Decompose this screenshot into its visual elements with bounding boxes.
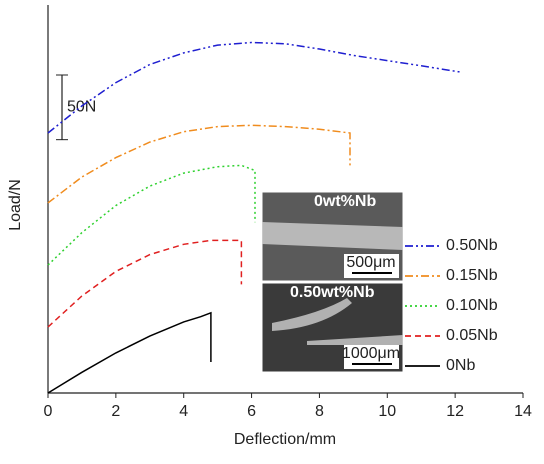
series-line	[47, 41, 463, 134]
series-line	[47, 311, 212, 394]
x-axis-label: Deflection/mm	[234, 431, 336, 448]
x-tick-label: 0	[44, 403, 53, 420]
y-axis-label: Load/N	[7, 179, 24, 231]
legend-label: 0.10Nb	[446, 297, 498, 314]
legend-label: 0.50Nb	[446, 237, 498, 254]
x-tick-label: 2	[111, 403, 120, 420]
series-line	[47, 124, 351, 204]
inset-scale: 1000μm	[342, 345, 400, 362]
x-tick-label: 10	[378, 403, 396, 420]
legend-label: 0Nb	[446, 357, 475, 374]
legend-label: 0.05Nb	[446, 327, 498, 344]
inset-label: 0.50wt%Nb	[290, 284, 375, 301]
legend-label: 0.15Nb	[446, 267, 498, 284]
x-tick-label: 8	[315, 403, 324, 420]
series-line	[47, 164, 256, 266]
scale-label: 50N	[67, 99, 96, 116]
specimen	[272, 298, 403, 345]
inset-scale: 500μm	[346, 254, 395, 271]
x-tick-label: 6	[247, 403, 256, 420]
series-line	[47, 239, 243, 328]
x-tick-label: 12	[446, 403, 464, 420]
inset-label: 0wt%Nb	[314, 193, 376, 210]
specimen	[262, 222, 403, 250]
x-tick-label: 14	[514, 403, 532, 420]
x-tick-label: 4	[179, 403, 188, 420]
